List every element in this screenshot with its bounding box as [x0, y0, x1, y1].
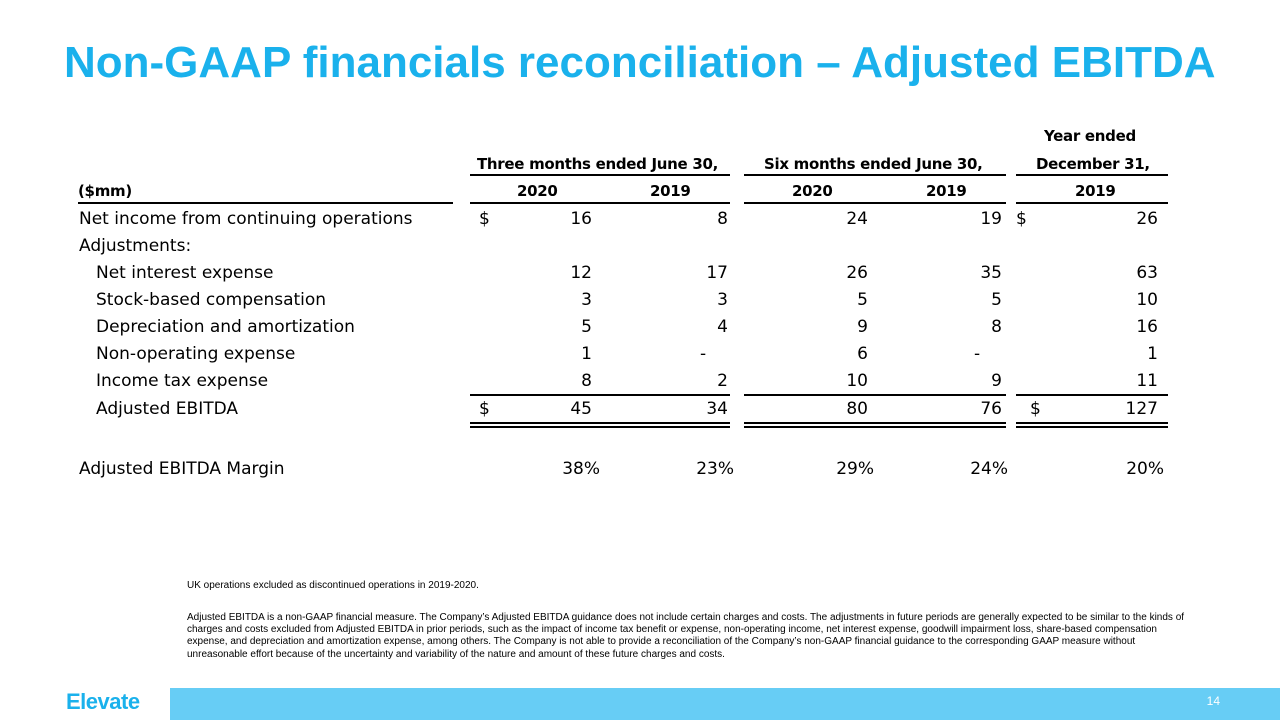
row-label: Net income from continuing operations [79, 209, 413, 229]
year-header: 2020 [792, 182, 833, 200]
footnote-adjusted-ebitda: Adjusted EBITDA is a non-GAAP financial … [187, 612, 1185, 660]
cell-value: 45 [570, 399, 592, 419]
cell-value: 8 [581, 371, 592, 391]
row-label: Stock-based compensation [96, 290, 327, 310]
cell-value: 10 [846, 371, 868, 391]
cell-value: 9 [857, 317, 868, 337]
cell-value: 24% [970, 459, 1008, 479]
cell-value: - [974, 344, 981, 364]
cell-value: 4 [717, 317, 728, 337]
cell-value: 16 [1136, 317, 1158, 337]
cell-value: 35 [980, 263, 1002, 283]
cell-value: 9 [991, 371, 1002, 391]
elevate-logo: Elevate [66, 689, 140, 714]
cell-value: 63 [1136, 263, 1158, 283]
cell-value: 1 [1147, 344, 1158, 364]
row-label: Adjusted EBITDA [96, 399, 239, 419]
footnote-uk: UK operations excluded as discontinued o… [187, 580, 479, 591]
cell-value: 3 [581, 290, 592, 310]
year-header: 2019 [926, 182, 967, 200]
year-header: 2020 [517, 182, 558, 200]
cell-value: 38% [562, 459, 600, 479]
cell-value: - [700, 344, 707, 364]
cell-value: 76 [980, 399, 1002, 419]
cell-value: 26 [846, 263, 868, 283]
col-header-year-ended: Year ended [1044, 127, 1136, 145]
cell-value: 29% [836, 459, 874, 479]
col-header-december: December 31, [1036, 155, 1150, 173]
cell-value: 127 [1125, 399, 1158, 419]
cell-value: 80 [846, 399, 868, 419]
unit-label: ($mm) [78, 182, 132, 200]
dollar-sign: $ [479, 399, 490, 419]
cell-value: 19 [980, 209, 1002, 229]
cell-value: 5 [857, 290, 868, 310]
cell-value: 10 [1136, 290, 1158, 310]
dollar-sign: $ [1016, 209, 1027, 229]
cell-value: 34 [706, 399, 728, 419]
dollar-sign: $ [479, 209, 490, 229]
col-header-six-months: Six months ended June 30, [764, 155, 983, 173]
cell-value: 24 [846, 209, 868, 229]
year-header: 2019 [1075, 182, 1116, 200]
row-label: Adjustments: [79, 236, 192, 256]
cell-value: 5 [581, 317, 592, 337]
year-header: 2019 [650, 182, 691, 200]
row-label: Income tax expense [96, 371, 269, 391]
row-label: Depreciation and amortization [96, 317, 355, 337]
cell-value: 3 [717, 290, 728, 310]
page-number: 14 [1206, 694, 1220, 708]
cell-value: 1 [581, 344, 592, 364]
cell-value: 17 [706, 263, 728, 283]
cell-value: 8 [991, 317, 1002, 337]
row-label: Net interest expense [96, 263, 274, 283]
row-label: Non-operating expense [96, 344, 296, 364]
cell-value: 20% [1126, 459, 1164, 479]
cell-value: 16 [570, 209, 592, 229]
cell-value: 26 [1136, 209, 1158, 229]
page-title: Non-GAAP financials reconciliation – Adj… [64, 38, 1216, 87]
cell-value: 8 [717, 209, 728, 229]
row-label: Adjusted EBITDA Margin [79, 459, 285, 479]
cell-value: 5 [991, 290, 1002, 310]
cell-value: 11 [1136, 371, 1158, 391]
col-header-three-months: Three months ended June 30, [477, 155, 719, 173]
cell-value: 12 [570, 263, 592, 283]
cell-value: 6 [857, 344, 868, 364]
cell-value: 2 [717, 371, 728, 391]
cell-value: 23% [696, 459, 734, 479]
dollar-sign: $ [1030, 399, 1041, 419]
footer-bar [170, 688, 1280, 720]
